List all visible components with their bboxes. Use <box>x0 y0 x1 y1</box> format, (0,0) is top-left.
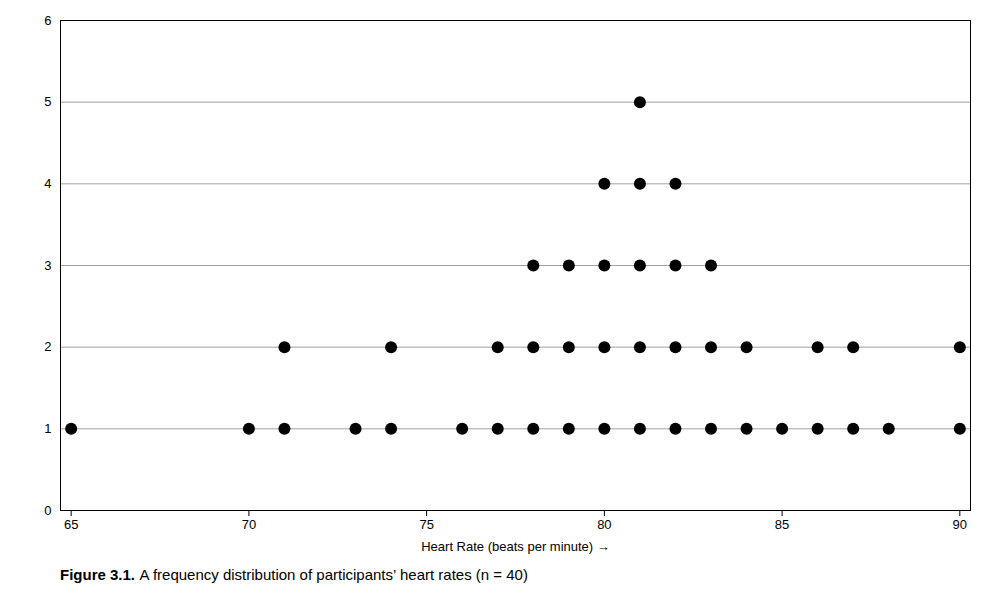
svg-text:6: 6 <box>44 13 51 28</box>
svg-text:65: 65 <box>64 517 78 532</box>
svg-text:2: 2 <box>44 339 51 354</box>
svg-text:1: 1 <box>44 421 51 436</box>
svg-text:5: 5 <box>44 94 51 109</box>
svg-text:Heart Rate (beats per minute): Heart Rate (beats per minute) → <box>421 539 610 554</box>
svg-text:4: 4 <box>44 176 51 191</box>
svg-text:70: 70 <box>242 517 256 532</box>
svg-text:75: 75 <box>419 517 433 532</box>
svg-text:3: 3 <box>44 258 51 273</box>
html-text:Figure 3.1. A frequency distri: Figure 3.1. A frequency distribution of … <box>60 566 528 583</box>
svg-text:0: 0 <box>44 503 51 518</box>
svg-text:90: 90 <box>953 517 967 532</box>
svg-text:85: 85 <box>775 517 789 532</box>
svg-text:80: 80 <box>597 517 611 532</box>
